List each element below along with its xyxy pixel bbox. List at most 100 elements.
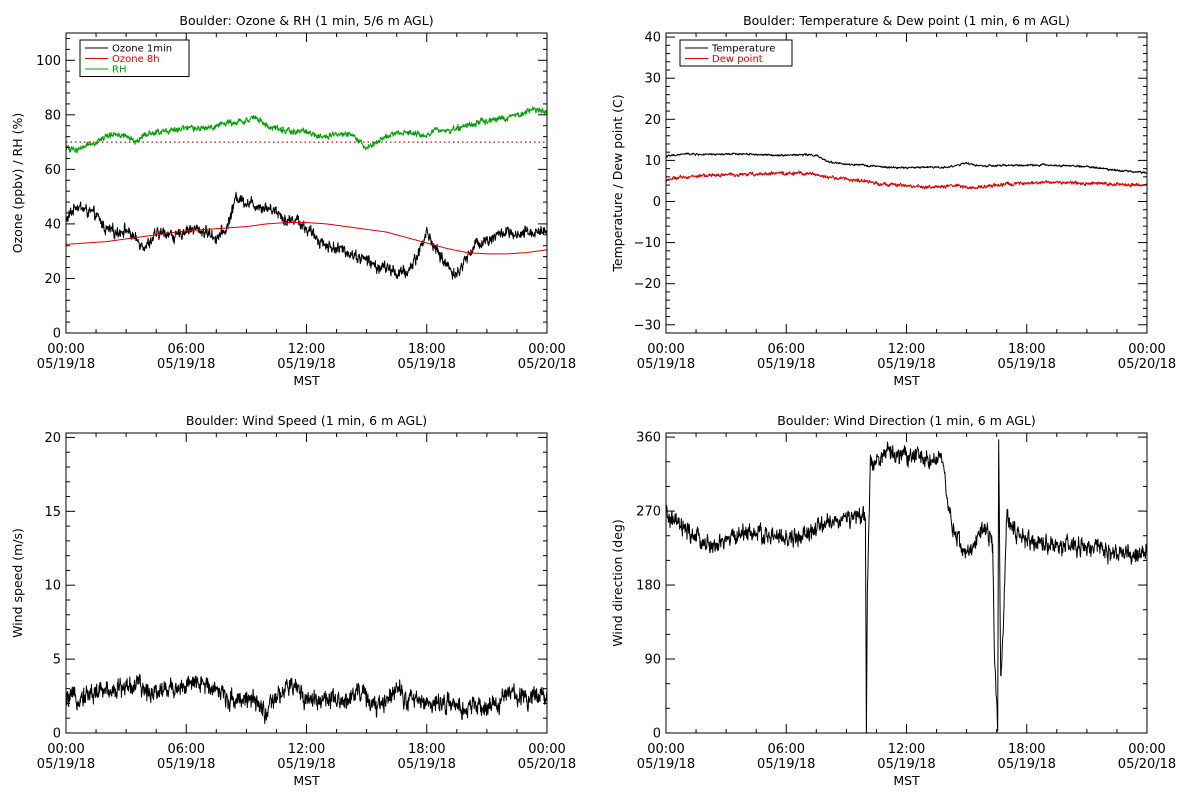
y-tick-label: 5	[53, 653, 61, 668]
x-axis-label: MST	[293, 373, 320, 388]
x-tick-date-label: 05/20/18	[518, 757, 576, 772]
x-tick-date-label: 05/19/18	[877, 357, 935, 372]
series-line-temperature	[666, 152, 1147, 174]
x-tick-date-label: 05/19/18	[398, 357, 456, 372]
x-tick-date-label: 05/19/18	[157, 757, 215, 772]
series-line-data	[666, 439, 1147, 733]
chart-title: Boulder: Wind Direction (1 min, 6 m AGL)	[777, 413, 1035, 428]
x-tick-time-label: 12:00	[888, 742, 925, 757]
x-tick-date-label: 05/19/18	[637, 357, 695, 372]
series-line-ozone-8h	[66, 222, 547, 255]
x-tick-time-label: 18:00	[408, 742, 445, 757]
chart-title: Boulder: Ozone & RH (1 min, 5/6 m AGL)	[179, 13, 433, 28]
y-tick-label: 100	[36, 54, 61, 69]
y-tick-label: −10	[634, 236, 661, 251]
legend-label: Ozone 1min	[112, 44, 172, 55]
y-axis-label: Wind speed (m/s)	[10, 528, 25, 638]
x-tick-date-label: 05/19/18	[757, 357, 815, 372]
y-tick-label: 0	[653, 727, 661, 742]
plot-frame	[65, 432, 548, 734]
series-line-rh	[66, 106, 547, 154]
y-tick-label: 20	[644, 113, 661, 128]
chart-windspeed: Boulder: Wind Speed (1 min, 6 m AGL) 0 5 10…	[10, 413, 576, 788]
plot-area	[66, 106, 547, 280]
chart-temp: Boulder: Temperature & Dew point (1 min,…	[610, 13, 1176, 388]
x-tick-time-label: 18:00	[1008, 742, 1045, 757]
x-tick-time-label: 00:00	[47, 342, 84, 357]
y-tick-label: 40	[44, 217, 61, 232]
x-tick-date-label: 05/19/18	[157, 357, 215, 372]
chart-winddir: Boulder: Wind Direction (1 min, 6 m AGL)…	[610, 413, 1176, 788]
y-tick-label: 30	[644, 72, 661, 87]
x-tick-time-label: 18:00	[408, 342, 445, 357]
y-tick-label: 90	[644, 653, 661, 668]
x-axis-label: MST	[893, 773, 920, 788]
chart-title: Boulder: Wind Speed (1 min, 6 m AGL)	[186, 413, 427, 428]
x-axis-label: MST	[293, 773, 320, 788]
x-tick-time-label: 18:00	[1008, 342, 1045, 357]
y-tick-label: 360	[636, 431, 661, 446]
x-tick-date-label: 05/19/18	[398, 757, 456, 772]
x-tick-date-label: 05/19/18	[37, 757, 95, 772]
y-axis-label: Ozone (ppbv) / RH (%)	[10, 113, 25, 253]
x-tick-time-label: 06:00	[768, 742, 805, 757]
legend-label: Dew point	[712, 54, 763, 65]
legend-label: Ozone 8h	[112, 54, 160, 65]
legend-box	[679, 39, 793, 67]
plot-area	[666, 152, 1147, 190]
x-tick-date-label: 05/20/18	[518, 357, 576, 372]
series-line-ozone-1min	[66, 191, 547, 280]
x-tick-date-label: 05/20/18	[1118, 357, 1176, 372]
y-tick-label: 60	[44, 163, 61, 178]
y-tick-label: 20	[44, 431, 61, 446]
y-axis-label: Wind direction (deg)	[610, 519, 625, 646]
plot-frame	[665, 432, 1148, 734]
y-tick-label: −30	[634, 318, 661, 333]
x-tick-time-label: 06:00	[768, 342, 805, 357]
y-tick-label: 0	[53, 727, 61, 742]
y-tick-label: 180	[636, 579, 661, 594]
x-tick-date-label: 05/19/18	[757, 757, 815, 772]
x-tick-time-label: 00:00	[1128, 342, 1165, 357]
y-tick-label: 20	[44, 272, 61, 287]
plot-frame	[65, 32, 548, 334]
x-tick-date-label: 05/19/18	[877, 757, 935, 772]
x-tick-time-label: 00:00	[528, 342, 565, 357]
plot-area	[66, 673, 547, 725]
legend-label: Temperature	[711, 44, 775, 55]
y-axis-label: Temperature / Dew point (C)	[610, 94, 625, 272]
x-tick-date-label: 05/19/18	[277, 357, 335, 372]
x-tick-date-label: 05/19/18	[277, 757, 335, 772]
x-tick-time-label: 00:00	[1128, 742, 1165, 757]
plot-area	[666, 439, 1147, 733]
x-tick-time-label: 06:00	[168, 342, 205, 357]
x-tick-date-label: 05/19/18	[37, 357, 95, 372]
y-tick-label: 10	[644, 154, 661, 169]
series-line-data	[66, 673, 547, 725]
y-tick-label: 0	[53, 327, 61, 342]
y-tick-label: −20	[634, 277, 661, 292]
legend-label: RH	[112, 65, 126, 76]
x-tick-time-label: 00:00	[528, 742, 565, 757]
x-tick-time-label: 12:00	[888, 342, 925, 357]
x-axis-label: MST	[893, 373, 920, 388]
x-tick-time-label: 06:00	[168, 742, 205, 757]
x-tick-date-label: 05/19/18	[637, 757, 695, 772]
chart-title: Boulder: Temperature & Dew point (1 min,…	[743, 13, 1070, 28]
x-tick-time-label: 00:00	[47, 742, 84, 757]
x-tick-date-label: 05/19/18	[998, 757, 1056, 772]
chart-ozone: Boulder: Ozone & RH (1 min, 5/6 m AGL) 0 2…	[10, 13, 576, 388]
y-tick-label: 15	[44, 505, 61, 520]
y-tick-label: 10	[44, 579, 61, 594]
y-tick-label: 270	[636, 505, 661, 520]
x-tick-time-label: 00:00	[647, 742, 684, 757]
y-tick-label: 40	[644, 31, 661, 46]
series-line-dew-point	[666, 170, 1147, 190]
x-tick-date-label: 05/20/18	[1118, 757, 1176, 772]
x-tick-time-label: 12:00	[288, 742, 325, 757]
x-tick-time-label: 12:00	[288, 342, 325, 357]
x-tick-date-label: 05/19/18	[998, 357, 1056, 372]
